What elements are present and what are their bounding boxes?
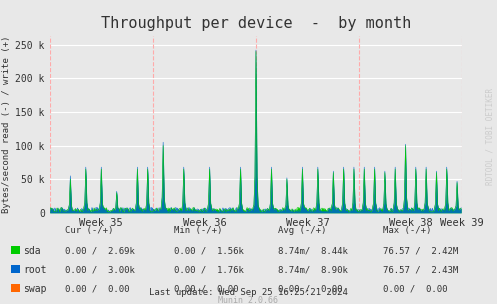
Text: Munin 2.0.66: Munin 2.0.66: [219, 296, 278, 304]
Text: swap: swap: [23, 284, 47, 294]
Text: 0.00 /  0.00: 0.00 / 0.00: [174, 285, 239, 294]
Text: Max (-/+): Max (-/+): [383, 226, 431, 235]
Text: RDTOOL / TOBI OETIKER: RDTOOL / TOBI OETIKER: [486, 88, 495, 185]
Title: Throughput per device  -  by month: Throughput per device - by month: [101, 16, 411, 31]
Text: Cur (-/+): Cur (-/+): [65, 226, 113, 235]
Text: 0.00 /  1.56k: 0.00 / 1.56k: [174, 247, 244, 256]
Text: 0.00 /  3.00k: 0.00 / 3.00k: [65, 266, 135, 275]
Text: 76.57 /  2.42M: 76.57 / 2.42M: [383, 247, 458, 256]
Text: 8.74m/  8.90k: 8.74m/ 8.90k: [278, 266, 348, 275]
Text: 0.00 /  2.69k: 0.00 / 2.69k: [65, 247, 135, 256]
Text: sda: sda: [23, 247, 41, 256]
Text: root: root: [23, 265, 47, 275]
Text: 0.00 /  0.00: 0.00 / 0.00: [65, 285, 129, 294]
Text: Last update: Wed Sep 25 16:25:21 2024: Last update: Wed Sep 25 16:25:21 2024: [149, 288, 348, 297]
Text: 76.57 /  2.43M: 76.57 / 2.43M: [383, 266, 458, 275]
Text: Min (-/+): Min (-/+): [174, 226, 222, 235]
Text: 0.00 /  0.00: 0.00 / 0.00: [383, 285, 447, 294]
Text: 0.00 /  0.00: 0.00 / 0.00: [278, 285, 343, 294]
Text: 8.74m/  8.44k: 8.74m/ 8.44k: [278, 247, 348, 256]
Text: 0.00 /  1.76k: 0.00 / 1.76k: [174, 266, 244, 275]
Text: Avg (-/+): Avg (-/+): [278, 226, 327, 235]
Y-axis label: Bytes/second read (-) / write (+): Bytes/second read (-) / write (+): [2, 36, 11, 213]
